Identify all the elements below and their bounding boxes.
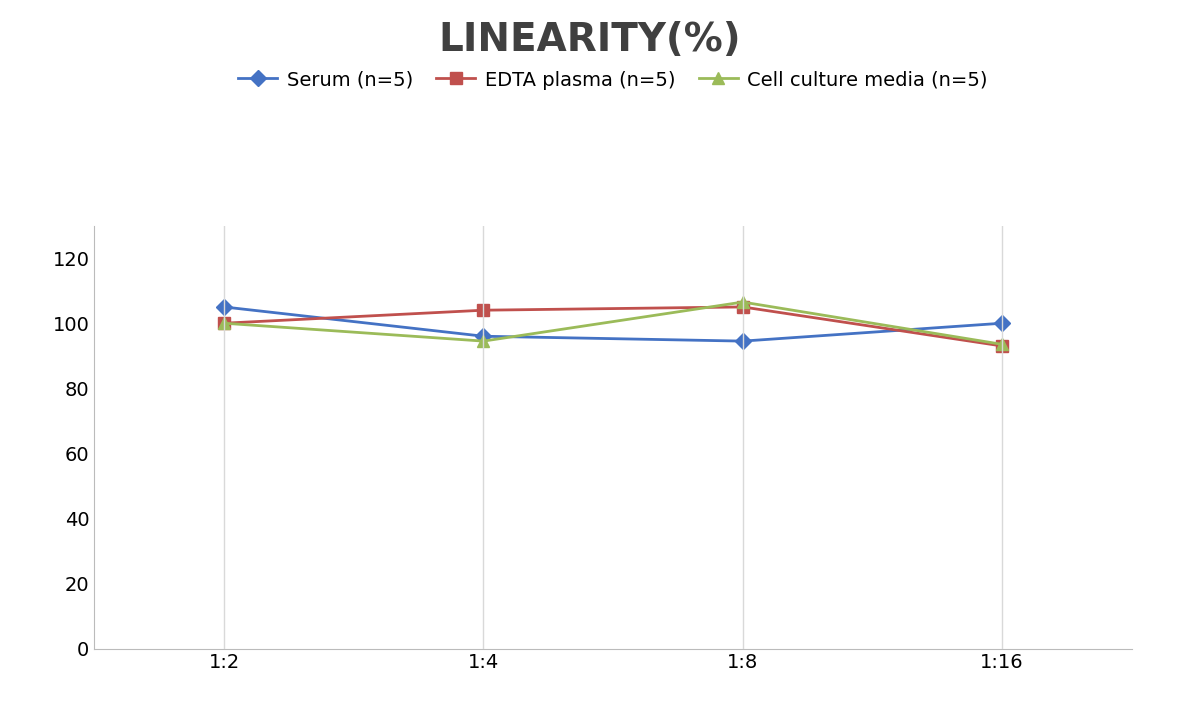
Line: EDTA plasma (n=5): EDTA plasma (n=5) — [218, 302, 1008, 352]
Serum (n=5) — [476, 332, 490, 341]
EDTA plasma (n=5) — [736, 302, 750, 311]
Legend: Serum (n=5), EDTA plasma (n=5), Cell culture media (n=5): Serum (n=5), EDTA plasma (n=5), Cell cul… — [230, 63, 996, 97]
EDTA plasma (n=5) — [476, 306, 490, 314]
Line: Serum (n=5): Serum (n=5) — [218, 302, 1008, 347]
Line: Cell culture media (n=5): Cell culture media (n=5) — [218, 296, 1008, 350]
EDTA plasma (n=5) — [995, 342, 1009, 350]
Cell culture media (n=5) — [736, 298, 750, 306]
EDTA plasma (n=5) — [217, 319, 231, 327]
Text: LINEARITY(%): LINEARITY(%) — [439, 21, 740, 59]
Cell culture media (n=5) — [995, 340, 1009, 348]
Cell culture media (n=5) — [476, 337, 490, 345]
Serum (n=5) — [217, 302, 231, 311]
Cell culture media (n=5) — [217, 319, 231, 327]
Serum (n=5) — [995, 319, 1009, 327]
Serum (n=5) — [736, 337, 750, 345]
